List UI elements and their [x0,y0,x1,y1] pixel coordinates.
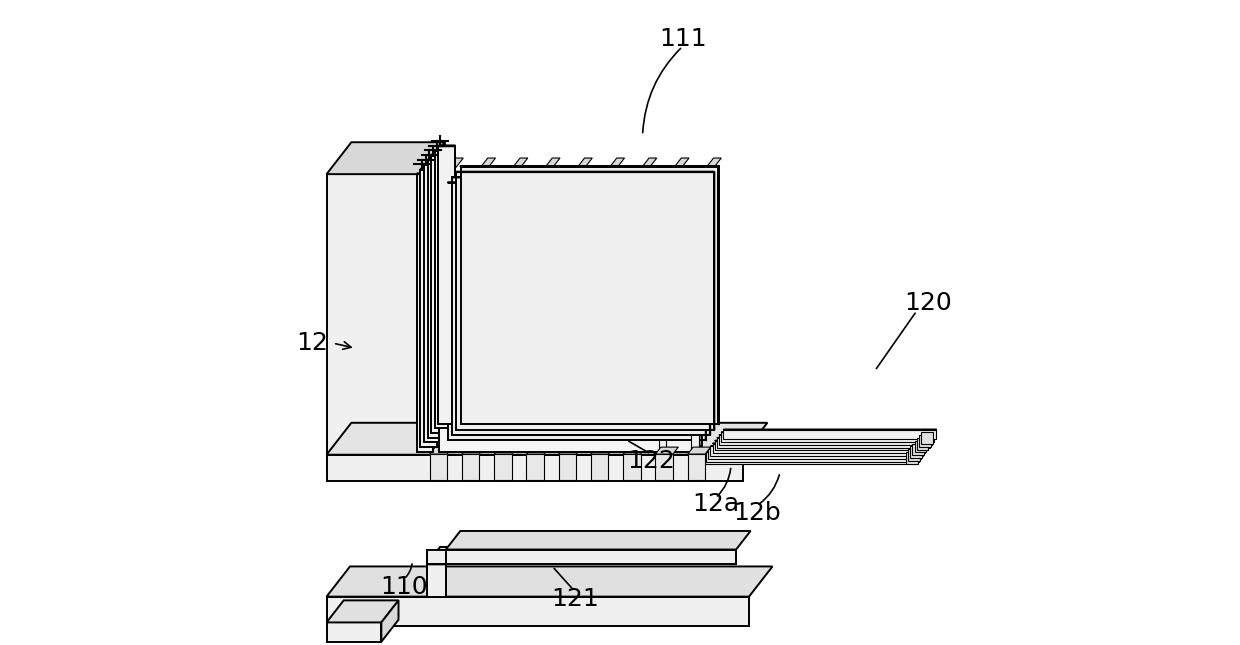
Polygon shape [463,447,485,454]
Polygon shape [420,170,436,447]
Polygon shape [688,454,706,480]
Text: 120: 120 [904,291,952,315]
Text: 110: 110 [381,575,428,599]
Text: 122: 122 [627,449,675,473]
Text: 121: 121 [551,586,599,611]
Polygon shape [326,455,743,481]
Polygon shape [919,435,930,447]
Polygon shape [326,597,749,626]
Polygon shape [435,150,451,151]
Text: 12: 12 [296,331,327,355]
Text: 12b: 12b [733,501,781,525]
Polygon shape [417,174,433,452]
Polygon shape [723,430,936,439]
Polygon shape [713,444,925,453]
Polygon shape [463,454,480,480]
Polygon shape [916,438,929,450]
Polygon shape [427,550,446,564]
Polygon shape [624,454,641,480]
Polygon shape [428,160,444,437]
Polygon shape [529,158,560,187]
Polygon shape [562,187,569,454]
Polygon shape [714,441,928,450]
Polygon shape [326,423,768,455]
Polygon shape [495,447,517,454]
Polygon shape [430,454,448,480]
Polygon shape [497,187,505,454]
Polygon shape [658,187,666,454]
Polygon shape [456,172,714,430]
Polygon shape [428,159,444,160]
Text: 12a: 12a [692,492,739,517]
Polygon shape [433,187,440,454]
Polygon shape [427,547,459,564]
Text: 111: 111 [658,26,707,51]
Polygon shape [420,143,445,471]
Polygon shape [326,174,420,471]
Polygon shape [424,165,440,442]
Polygon shape [913,444,924,455]
Polygon shape [717,438,930,448]
Polygon shape [711,446,924,456]
Polygon shape [495,454,512,480]
Polygon shape [439,194,697,452]
Polygon shape [420,168,438,170]
Polygon shape [448,183,706,441]
Polygon shape [908,449,920,461]
Polygon shape [591,447,614,454]
Polygon shape [910,446,921,458]
Polygon shape [624,447,646,454]
Polygon shape [435,151,451,428]
Polygon shape [706,452,919,462]
Polygon shape [326,143,445,174]
Polygon shape [708,449,921,459]
Polygon shape [326,622,382,642]
Polygon shape [439,146,455,424]
Polygon shape [656,454,673,480]
Polygon shape [465,158,496,187]
Polygon shape [446,550,737,564]
Polygon shape [497,158,528,187]
Polygon shape [915,441,926,452]
Polygon shape [626,158,657,187]
Polygon shape [704,455,916,464]
Polygon shape [691,158,722,187]
Polygon shape [559,447,582,454]
Polygon shape [444,188,702,446]
Polygon shape [460,166,718,424]
Polygon shape [559,454,577,480]
Polygon shape [594,187,601,454]
Polygon shape [432,155,448,433]
Polygon shape [591,454,609,480]
Polygon shape [326,566,773,597]
Polygon shape [688,447,711,454]
Polygon shape [446,531,750,550]
Polygon shape [439,145,455,146]
Polygon shape [529,187,537,454]
Polygon shape [562,158,593,187]
Polygon shape [382,600,398,642]
Polygon shape [656,447,678,454]
Polygon shape [906,452,918,464]
Polygon shape [527,447,549,454]
Polygon shape [626,187,634,454]
Polygon shape [594,158,625,187]
Polygon shape [427,564,446,597]
Polygon shape [430,447,453,454]
Polygon shape [453,177,711,435]
Polygon shape [440,193,698,451]
Polygon shape [527,454,544,480]
Polygon shape [424,164,441,165]
Polygon shape [658,158,689,187]
Polygon shape [719,435,932,445]
Polygon shape [691,187,698,454]
Polygon shape [326,600,398,622]
Polygon shape [722,432,934,442]
Polygon shape [433,158,464,187]
Polygon shape [465,187,472,454]
Polygon shape [921,432,932,444]
